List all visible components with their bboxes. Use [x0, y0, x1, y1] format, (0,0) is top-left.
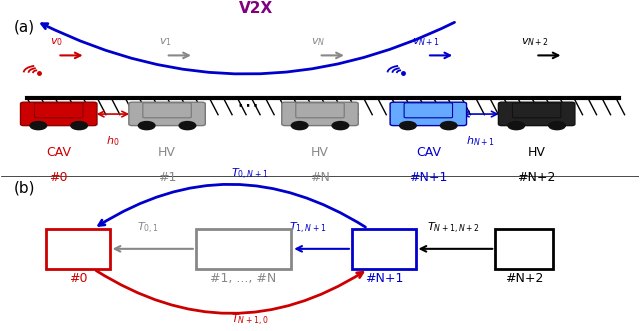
Text: HV: HV — [311, 146, 329, 159]
FancyBboxPatch shape — [143, 103, 191, 118]
Text: $T_{N+1,N+2}$: $T_{N+1,N+2}$ — [428, 221, 480, 236]
Text: #1: #1 — [158, 170, 176, 184]
Text: #N+1: #N+1 — [365, 272, 403, 285]
Text: HV: HV — [514, 239, 534, 252]
FancyBboxPatch shape — [46, 229, 109, 269]
Text: $v_1$: $v_1$ — [159, 36, 172, 48]
FancyBboxPatch shape — [390, 102, 467, 125]
FancyBboxPatch shape — [296, 103, 344, 118]
FancyBboxPatch shape — [495, 229, 552, 269]
Text: $v_N$: $v_N$ — [311, 36, 325, 48]
Circle shape — [440, 121, 457, 130]
FancyBboxPatch shape — [352, 229, 415, 269]
Text: #N: #N — [310, 170, 330, 184]
Circle shape — [291, 121, 308, 130]
Text: CAV: CAV — [46, 146, 71, 159]
Text: #0: #0 — [49, 170, 68, 184]
Text: #N+1: #N+1 — [409, 170, 447, 184]
Text: $\cdots$: $\cdots$ — [236, 94, 257, 115]
Circle shape — [399, 121, 416, 130]
FancyBboxPatch shape — [35, 103, 83, 118]
Polygon shape — [443, 105, 459, 123]
Text: #1, ..., #N: #1, ..., #N — [211, 272, 276, 285]
Circle shape — [508, 121, 525, 130]
Text: $T_{1,N+1}$: $T_{1,N+1}$ — [289, 221, 326, 236]
Text: $h_0$: $h_0$ — [106, 134, 120, 148]
Text: #N+2: #N+2 — [505, 272, 543, 285]
Circle shape — [138, 121, 155, 130]
Text: $v_{N+2}$: $v_{N+2}$ — [521, 36, 548, 48]
Circle shape — [548, 121, 565, 130]
FancyBboxPatch shape — [499, 102, 575, 125]
Text: (a): (a) — [14, 20, 35, 34]
Text: $v_{N+1}$: $v_{N+1}$ — [412, 36, 440, 48]
Text: $v_0$: $v_0$ — [51, 36, 63, 48]
FancyBboxPatch shape — [20, 102, 97, 125]
Text: CAV: CAV — [64, 239, 92, 252]
Circle shape — [71, 121, 88, 130]
Circle shape — [179, 121, 196, 130]
Text: $T_{0,N+1}$: $T_{0,N+1}$ — [231, 167, 269, 182]
Text: N HVs: N HVs — [223, 239, 264, 252]
FancyBboxPatch shape — [196, 229, 291, 269]
FancyBboxPatch shape — [129, 102, 205, 125]
Text: HV: HV — [158, 146, 176, 159]
FancyBboxPatch shape — [513, 103, 561, 118]
Text: (b): (b) — [14, 180, 36, 195]
Text: #N+2: #N+2 — [518, 170, 556, 184]
Circle shape — [30, 121, 47, 130]
Text: CAV: CAV — [370, 239, 397, 252]
Text: CAV: CAV — [416, 146, 441, 159]
Text: HV: HV — [528, 146, 545, 159]
Text: V2X: V2X — [239, 1, 273, 16]
Text: $h_{N+1}$: $h_{N+1}$ — [466, 134, 495, 148]
Circle shape — [332, 121, 349, 130]
FancyBboxPatch shape — [404, 103, 452, 118]
Text: #0: #0 — [68, 272, 87, 285]
Text: $T_{N+1,0}$: $T_{N+1,0}$ — [231, 313, 269, 328]
Text: $T_{0,1}$: $T_{0,1}$ — [137, 221, 159, 236]
Polygon shape — [78, 105, 94, 123]
FancyBboxPatch shape — [282, 102, 358, 125]
